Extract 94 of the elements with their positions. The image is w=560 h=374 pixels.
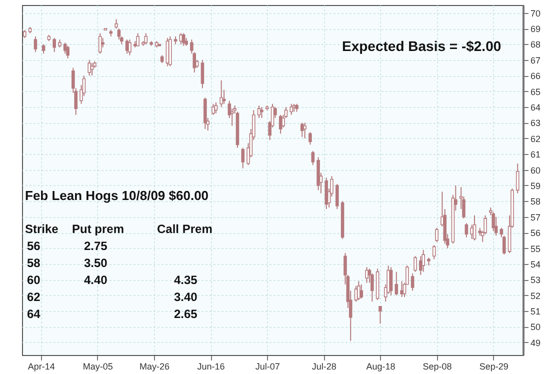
candlestick [214, 102, 218, 114]
candlestick [204, 97, 207, 130]
y-tick-label: 58 [530, 196, 541, 207]
y-tick-label: 68 [530, 40, 541, 50]
candlestick [432, 244, 436, 260]
x-tick-label: Jun-16 [197, 362, 225, 372]
candlestick [66, 45, 70, 59]
annotation: Feb Lean Hogs 10/8/09 $60.00 [25, 188, 209, 203]
y-tick-label: 54 [530, 259, 541, 270]
candlestick [260, 106, 264, 119]
candlestick [34, 36, 38, 53]
candlestick [241, 147, 245, 169]
candlestick [389, 266, 393, 296]
x-tick-label: Jul-28 [312, 362, 336, 372]
annotation: 2.75 [84, 239, 108, 253]
candlestick [360, 284, 364, 299]
candlestick [42, 44, 46, 54]
candlestick [300, 122, 304, 138]
y-tick-label: 70 [530, 8, 541, 18]
annotation: 2.65 [174, 307, 198, 321]
candlestick [88, 59, 91, 76]
annotation: Call Prem [157, 222, 212, 236]
y-tick-label: 61 [530, 150, 541, 160]
annotation: 64 [27, 307, 41, 321]
candlestick [422, 249, 425, 272]
candlestick [492, 212, 496, 232]
candlestick [128, 39, 132, 56]
candlestick [516, 163, 520, 194]
candlestick [472, 214, 476, 241]
candlestick [192, 52, 196, 73]
candlestick [378, 306, 382, 324]
y-tick-label: 66 [530, 71, 541, 82]
annotation: Put prem [72, 222, 124, 236]
candlestick [394, 271, 398, 296]
y-tick-label: 60 [530, 165, 541, 176]
candlestick [370, 272, 374, 302]
y-tick-label: 55 [530, 244, 541, 254]
candlestick [365, 266, 368, 284]
candlestick [220, 80, 223, 108]
y-tick-label: 63 [530, 118, 541, 128]
candlestick [117, 28, 121, 40]
candlestick [435, 227, 438, 242]
y-tick-label: 59 [530, 180, 541, 191]
x-tick-label: May-05 [82, 362, 113, 372]
candlestick [98, 32, 102, 54]
candlestick [470, 224, 474, 240]
candlestick [311, 150, 315, 166]
y-tick-label: 49 [530, 338, 541, 348]
y-tick-label: 51 [530, 306, 541, 317]
candlestick [494, 216, 498, 236]
x-tick-label: Apr-14 [28, 362, 55, 372]
y-tick-label: 62 [530, 134, 541, 144]
annotation: 60 [27, 273, 41, 287]
candlestick [200, 59, 204, 89]
annotation: 3.40 [174, 290, 198, 304]
candlestick [290, 103, 294, 116]
annotation: 4.40 [84, 273, 108, 287]
candlestick [182, 32, 186, 46]
y-tick-label: 64 [530, 102, 541, 113]
x-tick-label: May-26 [139, 362, 170, 372]
candlestick [257, 104, 261, 119]
candlestick [303, 122, 306, 139]
annotation: 62 [27, 290, 41, 304]
candlestick [410, 272, 414, 292]
y-tick-label: 50 [530, 322, 541, 332]
y-tick-label: 67 [530, 55, 541, 66]
x-tick-label: Sep-29 [479, 362, 508, 372]
annotation: 3.50 [84, 256, 108, 270]
annotation: 4.35 [174, 273, 198, 287]
y-tick-label: 57 [530, 212, 541, 222]
candlestick [464, 222, 468, 238]
candlestick [114, 18, 118, 30]
candlestick [357, 280, 360, 301]
x-tick-label: Sep-08 [422, 362, 452, 372]
candlestick [308, 132, 312, 146]
candlestick [335, 183, 339, 210]
candlestick [144, 32, 148, 45]
candlestick [190, 39, 194, 54]
x-tick-label: Jul-07 [255, 362, 280, 372]
y-tick-label: 65 [530, 86, 541, 97]
candlestick [136, 32, 140, 46]
y-tick-label: 53 [530, 275, 541, 286]
candlestick [414, 256, 417, 272]
annotation: 56 [27, 239, 41, 253]
annotation: Strike [25, 222, 59, 236]
y-tick-label: 56 [530, 228, 541, 238]
annotation: 58 [27, 256, 41, 270]
candlestick [212, 103, 215, 116]
candlestick [52, 37, 56, 53]
x-tick-label: Aug-18 [366, 362, 396, 372]
y-tick-label: 52 [530, 290, 541, 301]
y-tick-label: 69 [530, 24, 541, 34]
annotation: Expected Basis = -$2.00 [342, 38, 502, 54]
candlestick [324, 177, 328, 210]
